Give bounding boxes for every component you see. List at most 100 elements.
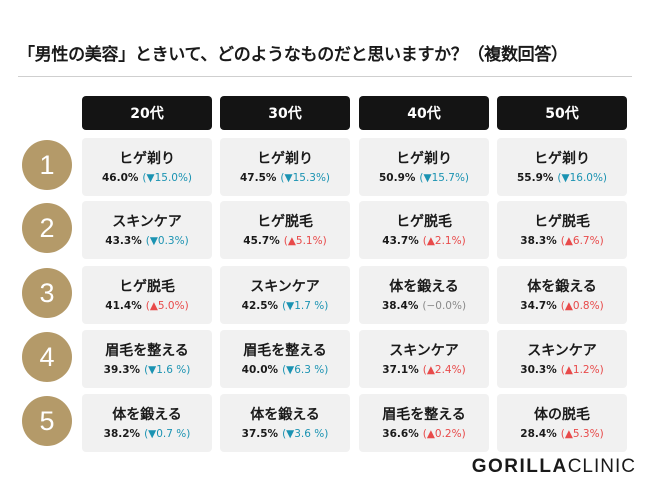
item-stat: 46.0% (▼15.0%)	[102, 172, 192, 185]
page-title: 「男性の美容」ときいて、どのようなものだと思いますか？（複数回答）	[18, 45, 568, 65]
ranking-cell: 体を鍛える 34.7% (▲0.8%)	[497, 266, 627, 324]
ranking-cell: 体を鍛える 38.2% (▼0.7 %)	[82, 394, 212, 452]
percentage-value: 28.4%	[520, 427, 557, 440]
ranking-cell: 眉毛を整える 39.3% (▼1.6 %)	[82, 330, 212, 388]
item-stat: 37.5% (▼3.6 %)	[242, 428, 329, 441]
item-name: ヒゲ脱毛	[257, 213, 313, 230]
ranking-cell: 眉毛を整える 40.0% (▼6.3 %)	[220, 330, 350, 388]
percentage-value: 50.9%	[378, 171, 416, 184]
change-value: (▼1.7 %)	[282, 299, 329, 312]
change-value: (▲5.1%)	[283, 234, 327, 247]
change-value: (▲2.4%)	[422, 363, 466, 376]
item-stat: 41.4% (▲5.0%)	[105, 300, 188, 313]
item-stat: 40.0% (▼6.3 %)	[242, 364, 329, 377]
ranking-cell: 体を鍛える 38.4% (−0.0%)	[359, 266, 489, 324]
item-stat: 30.3% (▲1.2%)	[520, 364, 603, 377]
change-value: (▲1.2%)	[560, 363, 604, 376]
rank-badge-3: 3	[22, 268, 72, 318]
percentage-value: 38.3%	[520, 234, 557, 247]
change-value: (▼0.7 %)	[144, 427, 191, 440]
item-stat: 43.7% (▲2.1%)	[382, 235, 465, 248]
rank-badge-1: 1	[22, 140, 72, 190]
ranking-cell: 体を鍛える 37.5% (▼3.6 %)	[220, 394, 350, 452]
item-name: スキンケア	[389, 342, 459, 359]
ranking-cell: スキンケア 43.3% (▼0.3%)	[82, 201, 212, 259]
change-value: (▲6.7%)	[560, 234, 604, 247]
item-stat: 38.4% (−0.0%)	[382, 300, 466, 313]
percentage-value: 36.6%	[382, 427, 419, 440]
ranking-cell: ヒゲ剃り 46.0% (▼15.0%)	[82, 138, 212, 196]
change-value: (▼6.3 %)	[282, 363, 329, 376]
percentage-value: 40.0%	[241, 363, 279, 376]
change-value: (▼16.0%)	[557, 171, 608, 184]
column-header-50s: 50代	[497, 96, 627, 130]
percentage-value: 37.5%	[241, 427, 279, 440]
item-stat: 55.9% (▼16.0%)	[517, 172, 607, 185]
item-name: 体の脱毛	[534, 406, 590, 423]
item-stat: 36.6% (▲0.2%)	[382, 428, 465, 441]
ranking-cell: ヒゲ剃り 55.9% (▼16.0%)	[497, 138, 627, 196]
item-name: ヒゲ脱毛	[119, 278, 175, 295]
item-name: 体を鍛える	[389, 278, 459, 295]
change-value: (▼0.3%)	[145, 234, 189, 247]
item-stat: 50.9% (▼15.7%)	[379, 172, 469, 185]
percentage-value: 30.3%	[520, 363, 557, 376]
title-divider	[18, 76, 632, 77]
change-value: (▼1.6 %)	[144, 363, 191, 376]
change-value: (▲5.3%)	[560, 427, 604, 440]
percentage-value: 43.3%	[105, 234, 142, 247]
ranking-cell: ヒゲ脱毛 45.7% (▲5.1%)	[220, 201, 350, 259]
ranking-cell: ヒゲ脱毛 41.4% (▲5.0%)	[82, 266, 212, 324]
rank-badge-5: 5	[22, 396, 72, 446]
change-value: (▲2.1%)	[422, 234, 466, 247]
percentage-value: 37.1%	[382, 363, 419, 376]
item-name: 体を鍛える	[112, 406, 182, 423]
item-stat: 34.7% (▲0.8%)	[520, 300, 603, 313]
percentage-value: 42.5%	[241, 299, 279, 312]
item-name: 眉毛を整える	[382, 406, 466, 423]
ranking-cell: スキンケア 30.3% (▲1.2%)	[497, 330, 627, 388]
change-value: (▼15.3%)	[280, 171, 331, 184]
change-value: (▲5.0%)	[145, 299, 189, 312]
ranking-cell: ヒゲ剃り 50.9% (▼15.7%)	[359, 138, 489, 196]
percentage-value: 46.0%	[101, 171, 139, 184]
item-stat: 39.3% (▼1.6 %)	[104, 364, 191, 377]
item-stat: 42.5% (▼1.7 %)	[242, 300, 329, 313]
item-name: ヒゲ剃り	[396, 150, 452, 167]
item-name: ヒゲ剃り	[534, 150, 590, 167]
item-name: 体を鍛える	[250, 406, 320, 423]
percentage-value: 41.4%	[105, 299, 142, 312]
change-value: (▼3.6 %)	[282, 427, 329, 440]
ranking-cell: 体の脱毛 28.4% (▲5.3%)	[497, 394, 627, 452]
rank-badge-2: 2	[22, 203, 72, 253]
percentage-value: 38.2%	[103, 427, 141, 440]
change-value: (▼15.7%)	[419, 171, 470, 184]
percentage-value: 39.3%	[103, 363, 141, 376]
ranking-cell: ヒゲ脱毛 38.3% (▲6.7%)	[497, 201, 627, 259]
change-value: (▲0.2%)	[422, 427, 466, 440]
ranking-cell: スキンケア 42.5% (▼1.7 %)	[220, 266, 350, 324]
item-stat: 47.5% (▼15.3%)	[240, 172, 330, 185]
ranking-cell: ヒゲ脱毛 43.7% (▲2.1%)	[359, 201, 489, 259]
rank-badge-4: 4	[22, 332, 72, 382]
percentage-value: 55.9%	[516, 171, 554, 184]
ranking-cell: 眉毛を整える 36.6% (▲0.2%)	[359, 394, 489, 452]
percentage-value: 34.7%	[520, 299, 557, 312]
change-value: (▲0.8%)	[560, 299, 604, 312]
item-name: スキンケア	[527, 342, 597, 359]
gorilla-clinic-logo: GORILLACLINIC	[472, 456, 636, 478]
logo-text-clinic: CLINIC	[567, 456, 636, 477]
item-name: 眉毛を整える	[243, 342, 327, 359]
percentage-value: 45.7%	[243, 234, 280, 247]
column-header-40s: 40代	[359, 96, 489, 130]
item-stat: 38.3% (▲6.7%)	[520, 235, 603, 248]
ranking-cell: スキンケア 37.1% (▲2.4%)	[359, 330, 489, 388]
item-name: 眉毛を整える	[105, 342, 189, 359]
item-stat: 28.4% (▲5.3%)	[520, 428, 603, 441]
item-name: スキンケア	[112, 213, 182, 230]
item-name: スキンケア	[250, 278, 320, 295]
logo-text-gorilla: GORILLA	[471, 456, 568, 477]
item-stat: 37.1% (▲2.4%)	[382, 364, 465, 377]
item-name: ヒゲ脱毛	[396, 213, 452, 230]
item-stat: 38.2% (▼0.7 %)	[104, 428, 191, 441]
